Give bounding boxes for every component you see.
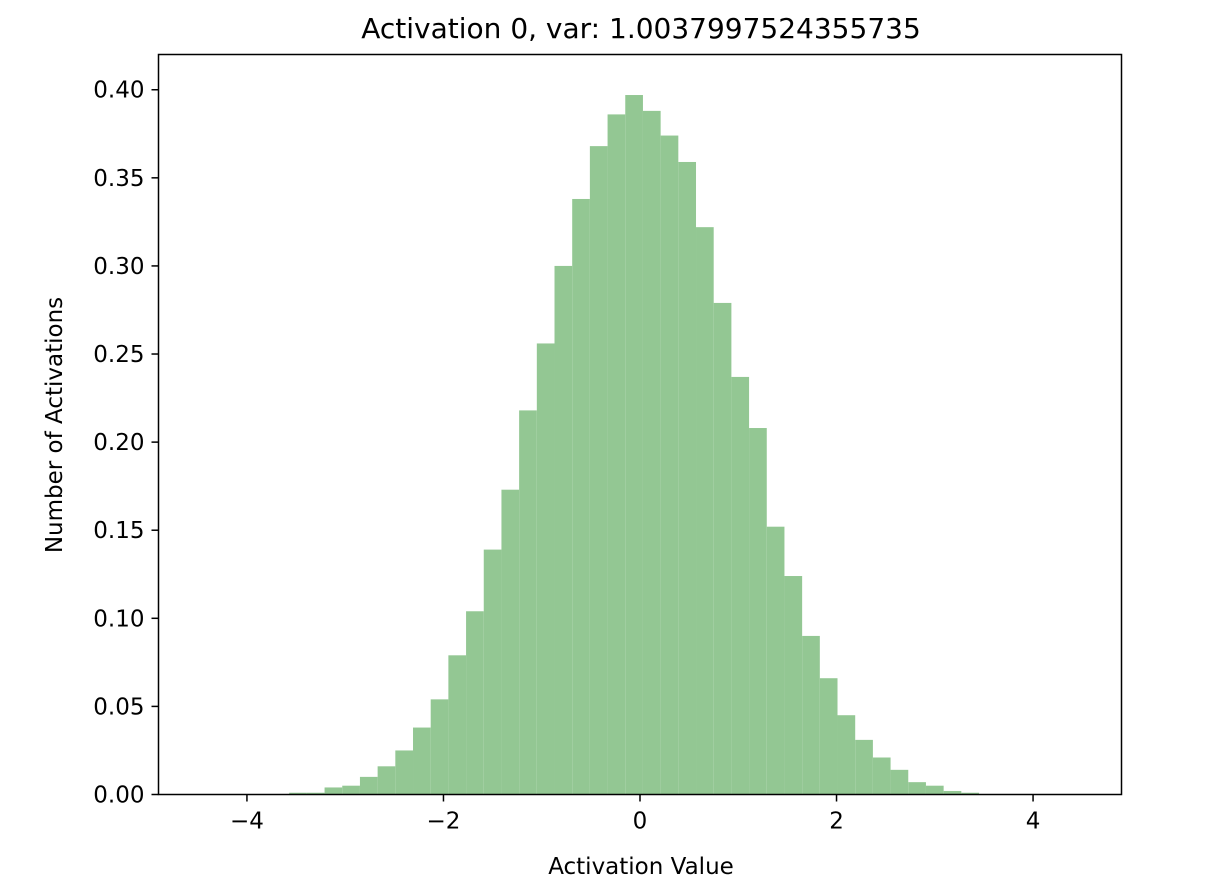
histogram-bar	[855, 739, 873, 795]
histogram-bar	[678, 161, 697, 795]
histogram-bar	[359, 776, 378, 795]
histogram-bar	[784, 576, 803, 795]
y-tick-label: 0.05	[93, 694, 144, 720]
x-tick-label: 4	[1026, 809, 1041, 835]
histogram-bar	[342, 785, 360, 795]
histogram-bar	[731, 376, 750, 795]
histogram-bar	[572, 198, 590, 795]
histogram-bar	[395, 750, 414, 795]
y-tick-label: 0.40	[93, 78, 144, 104]
x-tick-label: 0	[633, 809, 648, 835]
histogram-bar	[749, 428, 767, 795]
y-tick-label: 0.25	[93, 342, 144, 368]
histogram-bar	[536, 343, 555, 795]
histogram-bar	[642, 110, 661, 795]
histogram-bar	[925, 785, 944, 795]
y-axis-ticks: 0.00 0.05 0.10 0.15 0.20 0.25 0.30 0.35 0.40	[93, 78, 159, 809]
histogram-bar	[519, 410, 537, 795]
histogram-bar	[837, 715, 856, 795]
x-axis-label: Activation Value	[548, 854, 734, 880]
y-tick-label: 0.35	[93, 166, 144, 192]
histogram-bar	[802, 635, 820, 795]
histogram-bar	[713, 302, 732, 795]
histogram-bars	[289, 95, 980, 795]
y-tick-label: 0.00	[93, 783, 144, 809]
histogram-bar	[908, 782, 926, 795]
histogram-bar	[306, 792, 325, 795]
histogram-bar	[696, 227, 714, 795]
y-axis-label: Number of Activations	[42, 297, 68, 553]
histogram-bar	[589, 146, 608, 795]
histogram-bar	[961, 792, 980, 795]
histogram-bar	[377, 766, 396, 795]
y-tick-label: 0.15	[93, 518, 144, 544]
histogram-bar	[819, 678, 838, 795]
x-tick-label: −4	[230, 809, 264, 835]
histogram-bar	[466, 611, 484, 795]
histogram-bar	[660, 135, 679, 795]
histogram-bar	[943, 790, 962, 795]
y-tick-label: 0.10	[93, 606, 144, 632]
chart-title: Activation 0, var: 1.0037997524355735	[361, 12, 921, 45]
histogram-bar	[890, 769, 909, 795]
y-tick-label: 0.30	[93, 254, 144, 280]
x-tick-label: 2	[829, 809, 844, 835]
histogram-bar	[625, 95, 643, 795]
histogram-bar	[413, 727, 431, 795]
x-axis-ticks: −4 −2 0 2 4	[230, 794, 1041, 835]
histogram-bar	[872, 757, 891, 795]
histogram-bar	[607, 114, 626, 795]
histogram-bar	[448, 655, 467, 795]
histogram-bar	[289, 792, 307, 795]
histogram-bar	[766, 526, 785, 795]
histogram-bar	[554, 265, 573, 795]
histogram-bar	[501, 489, 520, 795]
y-tick-label: 0.20	[93, 430, 144, 456]
histogram-bar	[324, 787, 343, 795]
histogram-bar	[430, 699, 449, 795]
x-tick-label: −2	[427, 809, 461, 835]
histogram-bar	[483, 549, 502, 795]
